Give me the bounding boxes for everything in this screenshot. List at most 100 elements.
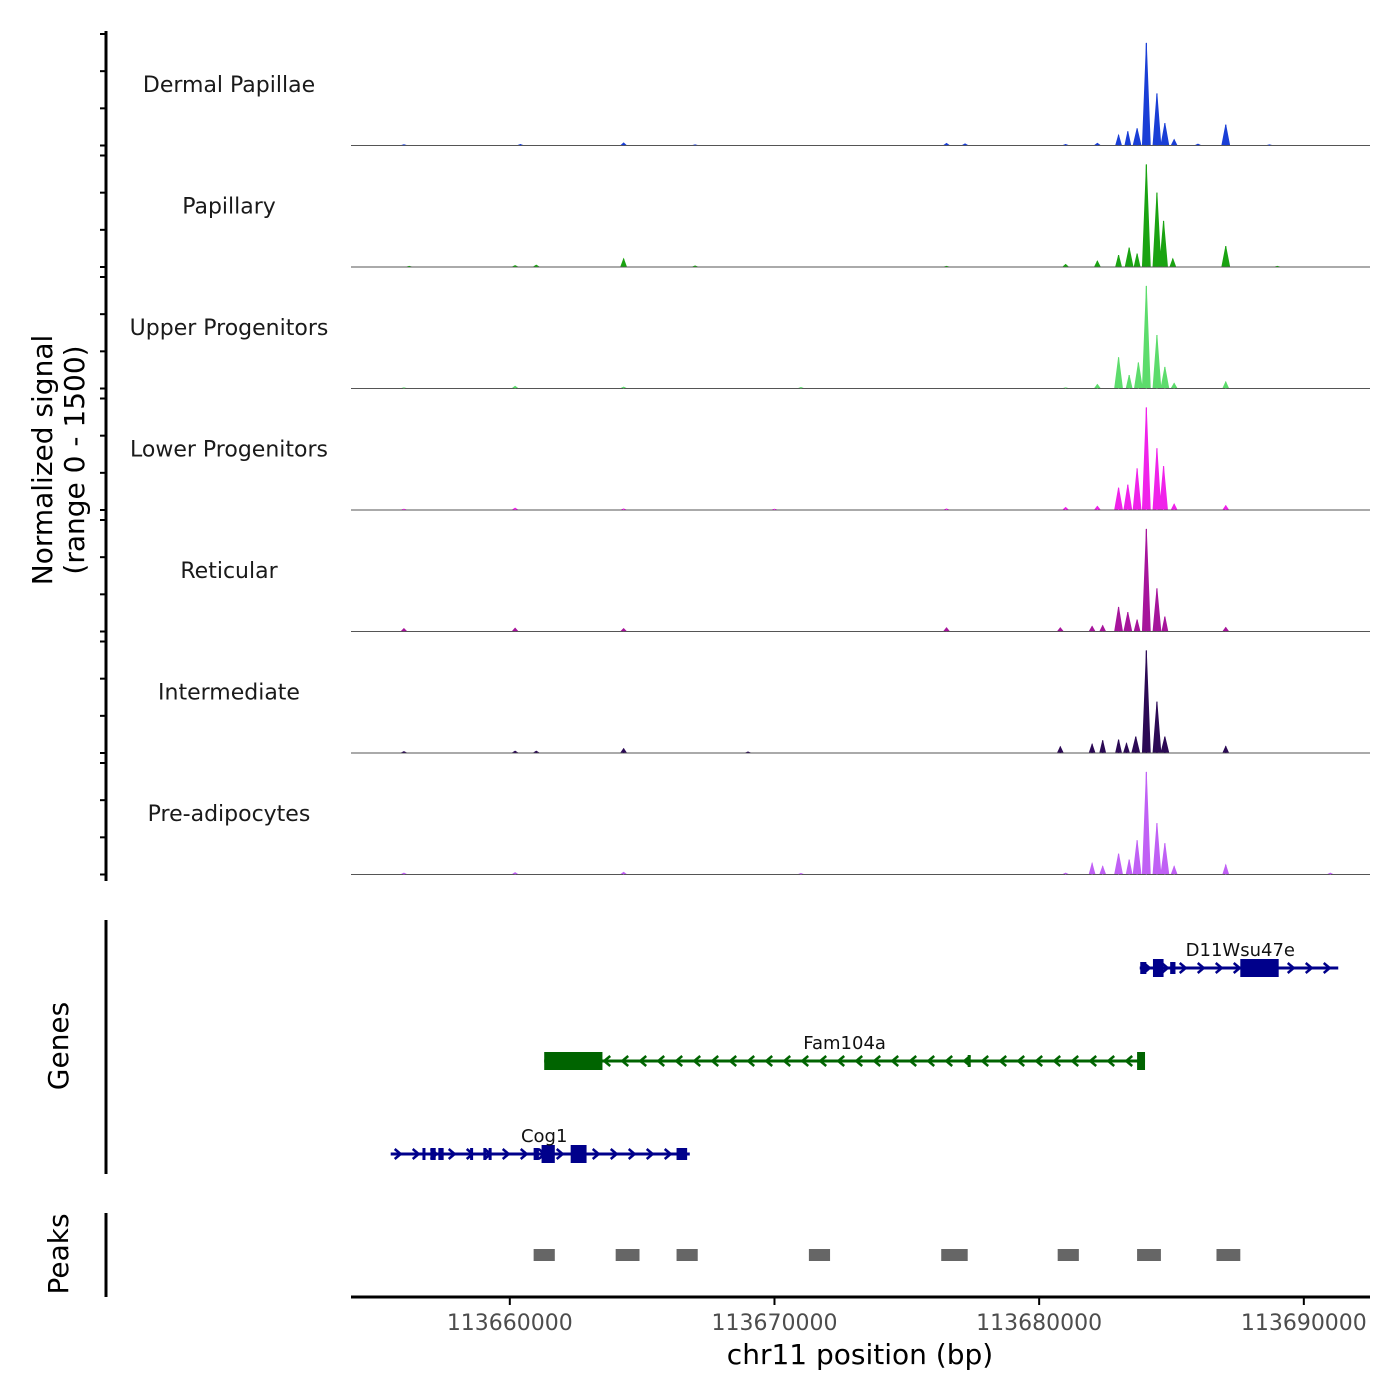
strand-chevron <box>1052 1055 1062 1067</box>
strand-chevron <box>782 1055 792 1067</box>
exon <box>488 1148 492 1160</box>
strand-chevron <box>854 1055 864 1067</box>
exon <box>544 1052 603 1070</box>
exon <box>422 1148 426 1160</box>
strand-chevron <box>602 1055 612 1067</box>
strand-chevron <box>1106 1055 1116 1067</box>
strand-chevron <box>908 1055 918 1067</box>
x-tick-label: 113680000 <box>976 1311 1102 1336</box>
exon <box>676 1148 688 1160</box>
strand-chevron <box>501 1148 511 1160</box>
strand-chevron <box>591 1148 601 1160</box>
strand-chevron <box>764 1055 774 1067</box>
track-label: Lower Progenitors <box>130 437 328 462</box>
strand-chevron <box>872 1055 882 1067</box>
strand-chevron <box>944 1055 954 1067</box>
coverage-area <box>351 528 1370 632</box>
peak-region <box>615 1249 640 1261</box>
genes-panel-title: Genes <box>42 1002 75 1090</box>
peaks-panel-title: Peaks <box>42 1213 75 1294</box>
x-tick-label: 113660000 <box>447 1311 573 1336</box>
strand-chevron <box>620 1055 630 1067</box>
exon <box>570 1145 587 1163</box>
strand-chevron <box>746 1055 756 1067</box>
coverage-area <box>351 407 1370 511</box>
strand-chevron <box>1178 962 1188 974</box>
peak-region <box>676 1249 698 1261</box>
strand-chevron <box>447 1148 457 1160</box>
strand-chevron <box>836 1055 846 1067</box>
coverage-area <box>351 771 1370 875</box>
coverage-tracks: Dermal Papillae Papillary Upper Progenitor… <box>130 42 1370 875</box>
peak-region <box>533 1249 555 1261</box>
gene-name: Cog1 <box>521 1126 567 1147</box>
strand-chevron <box>1304 962 1314 974</box>
track-label: Reticular <box>180 559 278 584</box>
strand-chevron <box>645 1148 655 1160</box>
exon <box>483 1148 487 1160</box>
strand-chevron <box>411 1148 421 1160</box>
strand-chevron <box>609 1148 619 1160</box>
gene-2: Cog1 <box>390 1126 690 1163</box>
strand-chevron <box>998 1055 1008 1067</box>
strand-chevron <box>1034 1055 1044 1067</box>
exon <box>967 1055 971 1067</box>
exon <box>430 1148 436 1160</box>
track-label: Papillary <box>182 194 276 219</box>
strand-chevron <box>393 1148 403 1160</box>
coverage-track-4: Reticular <box>180 528 1370 632</box>
strand-chevron <box>818 1055 828 1067</box>
gene-name: D11Wsu47e <box>1186 940 1295 961</box>
peak-region <box>1216 1249 1241 1261</box>
peak-region <box>1057 1249 1079 1261</box>
track-label: Upper Progenitors <box>130 316 329 341</box>
strand-chevron <box>1322 962 1332 974</box>
coverage-track-0: Dermal Papillae <box>143 42 1370 146</box>
strand-chevron <box>656 1055 666 1067</box>
exon <box>541 1145 555 1163</box>
genes-label: Genes <box>42 1002 75 1090</box>
x-axis-ticks: 113660000 113670000 113680000 113690000 <box>447 1297 1367 1336</box>
exon <box>1140 962 1147 974</box>
coverage-area <box>351 650 1370 754</box>
strand-chevron <box>638 1055 648 1067</box>
strand-chevron <box>1070 1055 1080 1067</box>
strand-chevron <box>1016 1055 1026 1067</box>
strand-chevron <box>710 1055 720 1067</box>
peak-region <box>1137 1249 1161 1261</box>
strand-chevron <box>890 1055 900 1067</box>
gene-0: D11Wsu47e <box>1139 940 1339 977</box>
strand-chevron <box>980 1055 990 1067</box>
peak-region <box>941 1249 968 1261</box>
exon <box>438 1148 444 1160</box>
gene-models: D11Wsu47e Fam104a Cog1 <box>390 940 1339 1163</box>
gene-name: Fam104a <box>803 1033 886 1054</box>
strand-chevron <box>1124 1055 1134 1067</box>
y-axis-title: Normalized signal (range 0 - 1500) <box>26 335 91 586</box>
exon <box>533 1148 539 1160</box>
coverage-track-3: Lower Progenitors <box>130 407 1370 511</box>
exon <box>1137 1052 1146 1070</box>
strand-chevron <box>627 1148 637 1160</box>
coverage-track-2: Upper Progenitors <box>130 285 1370 389</box>
strand-chevron <box>674 1055 684 1067</box>
coverage-area <box>351 164 1370 268</box>
track-label: Pre-adipocytes <box>148 802 311 827</box>
y-axis-title-line2: (range 0 - 1500) <box>58 345 91 574</box>
strand-chevron <box>1232 962 1242 974</box>
strand-chevron <box>728 1055 738 1067</box>
coverage-track-6: Pre-adipocytes <box>148 771 1370 875</box>
strand-chevron <box>692 1055 702 1067</box>
strand-chevron <box>663 1148 673 1160</box>
exon <box>470 1148 474 1160</box>
strand-chevron <box>1196 962 1206 974</box>
track-label: Intermediate <box>158 680 300 705</box>
exon <box>1240 959 1279 977</box>
strand-chevron <box>1286 962 1296 974</box>
strand-chevron <box>926 1055 936 1067</box>
peak-region <box>808 1249 831 1261</box>
exon <box>1152 959 1164 977</box>
strand-chevron <box>1214 962 1224 974</box>
strand-chevron <box>1160 962 1170 974</box>
